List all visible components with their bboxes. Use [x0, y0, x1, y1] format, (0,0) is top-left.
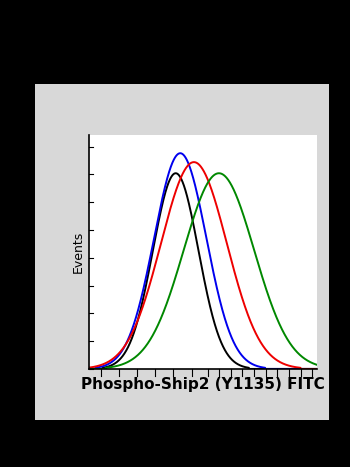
Y-axis label: Events: Events	[72, 231, 85, 273]
X-axis label: Phospho-Ship2 (Y1135) FITC: Phospho-Ship2 (Y1135) FITC	[81, 377, 325, 392]
